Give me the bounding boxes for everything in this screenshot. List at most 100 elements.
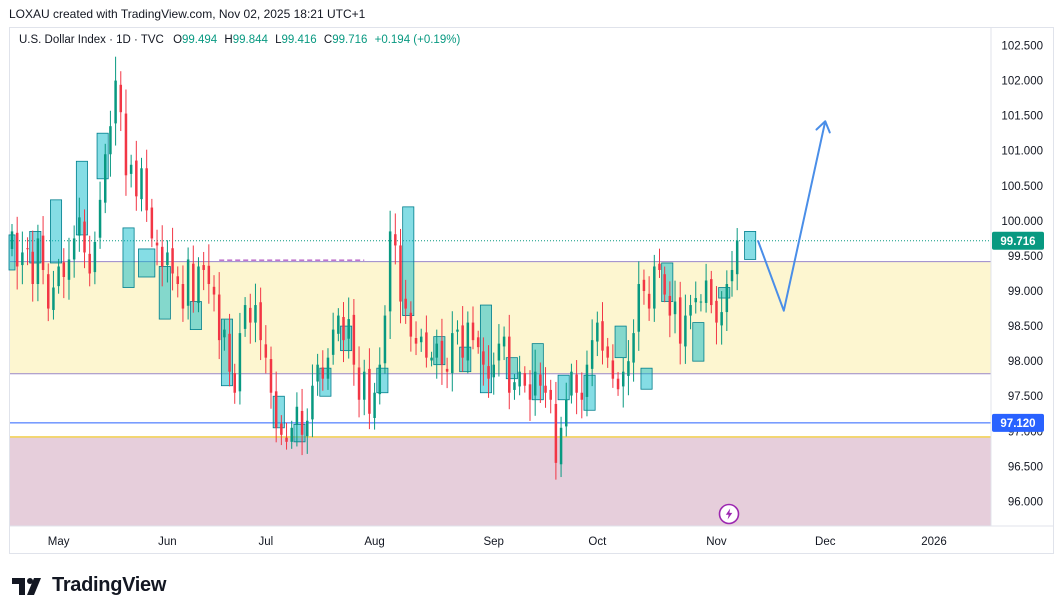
- y-tick-label: 101.000: [1001, 146, 1043, 158]
- highlight-box: [319, 367, 332, 397]
- highlight-box: [459, 346, 472, 373]
- candle-body: [513, 382, 516, 390]
- projection-arrowhead: [815, 120, 831, 134]
- demand-zone: [10, 436, 991, 526]
- candle-body: [119, 84, 123, 113]
- candle-body: [497, 343, 501, 361]
- candle-body: [715, 300, 718, 323]
- candle-body: [451, 333, 454, 374]
- candle-body: [264, 344, 268, 358]
- x-tick-label: Dec: [815, 536, 836, 548]
- candle-body: [290, 427, 293, 442]
- candle-body: [233, 373, 236, 393]
- candle-body: [518, 371, 521, 387]
- candle-body: [564, 399, 568, 427]
- symbol-legend: U.S. Dollar Index · 1D · TVC O99.494 H99…: [19, 34, 460, 46]
- candle-body: [476, 337, 480, 348]
- highlight-box: [158, 266, 171, 320]
- candle-body: [456, 329, 459, 332]
- candle-body: [378, 364, 382, 395]
- candle-body: [544, 385, 547, 393]
- chart-credit: LOXAU created with TradingView.com, Nov …: [9, 7, 366, 21]
- candle-body: [217, 294, 221, 341]
- low-label: L: [275, 34, 282, 46]
- candle-body: [197, 266, 200, 303]
- candle-body: [368, 368, 371, 414]
- candle-body: [342, 316, 345, 341]
- candle-body: [280, 423, 283, 435]
- x-tick-label: Sep: [483, 536, 503, 548]
- candle-body: [274, 391, 278, 428]
- candle-body: [331, 329, 335, 355]
- candle-body: [192, 263, 195, 302]
- candle-body: [228, 333, 231, 372]
- candle-body: [466, 322, 470, 361]
- candle-body: [528, 384, 532, 400]
- x-tick-label: 2026: [921, 536, 947, 548]
- chart-frame[interactable]: [9, 27, 1054, 554]
- highlight-box: [122, 227, 135, 288]
- candle-body: [155, 242, 159, 246]
- candle-body: [362, 371, 366, 400]
- candle-body: [249, 307, 252, 323]
- y-tick-label: 100.000: [1001, 216, 1043, 228]
- candle-body: [300, 410, 304, 435]
- candle-body: [508, 336, 511, 393]
- open-value: 99.494: [182, 34, 218, 46]
- highlight-box: [340, 325, 353, 352]
- candle-body: [140, 168, 143, 200]
- candle-body: [580, 392, 584, 400]
- candle-body: [47, 274, 50, 309]
- highlight-box: [505, 357, 518, 380]
- x-tick-label: Jun: [158, 536, 177, 548]
- candle-body: [285, 437, 288, 442]
- candle-body: [492, 364, 495, 378]
- candle-body: [93, 241, 97, 273]
- high-label: H: [224, 34, 233, 46]
- candle-body: [145, 168, 148, 211]
- candle-body: [445, 368, 449, 372]
- candle-body: [482, 351, 485, 365]
- candle-body: [207, 265, 211, 285]
- candle-body: [440, 340, 444, 365]
- y-tick-label: 101.500: [1001, 111, 1043, 123]
- candle-body: [394, 234, 397, 246]
- candle-body: [575, 374, 578, 393]
- candle-body: [171, 248, 174, 274]
- candle-body: [337, 315, 340, 334]
- x-tick-label: Jul: [258, 536, 273, 548]
- projection-layer: [756, 120, 831, 312]
- highlight-box: [29, 231, 42, 264]
- candle-body: [254, 305, 257, 323]
- candle-body: [88, 253, 91, 274]
- candle-body: [647, 293, 651, 309]
- candle-body: [399, 245, 402, 302]
- highlight-box: [402, 206, 415, 316]
- candle-body: [632, 333, 635, 363]
- candle-body: [269, 359, 273, 393]
- y-tick-label: 96.500: [1008, 461, 1043, 473]
- tradingview-logo[interactable]: TradingView: [12, 574, 166, 597]
- candle-body: [109, 126, 112, 155]
- candle-body: [383, 315, 387, 364]
- highlight-box: [744, 231, 757, 260]
- highlight-boxes-layer: [8, 132, 757, 443]
- candle-body: [41, 235, 45, 270]
- candle-body: [549, 389, 552, 400]
- candle-body: [471, 322, 475, 341]
- highlight-box: [479, 304, 492, 394]
- close-label: C: [323, 34, 333, 46]
- highlight-box: [614, 325, 627, 359]
- candle-body: [316, 364, 319, 382]
- projection-path: [756, 121, 827, 312]
- highlight-box: [272, 395, 285, 429]
- highlight-box: [640, 367, 653, 390]
- y-tick-label: 98.500: [1008, 321, 1043, 333]
- candle-body: [31, 251, 34, 285]
- candle-body: [725, 284, 729, 313]
- bolt-icon[interactable]: [718, 503, 740, 525]
- candle-body: [409, 312, 413, 337]
- highlight-box: [50, 199, 63, 264]
- candle-body: [243, 305, 247, 329]
